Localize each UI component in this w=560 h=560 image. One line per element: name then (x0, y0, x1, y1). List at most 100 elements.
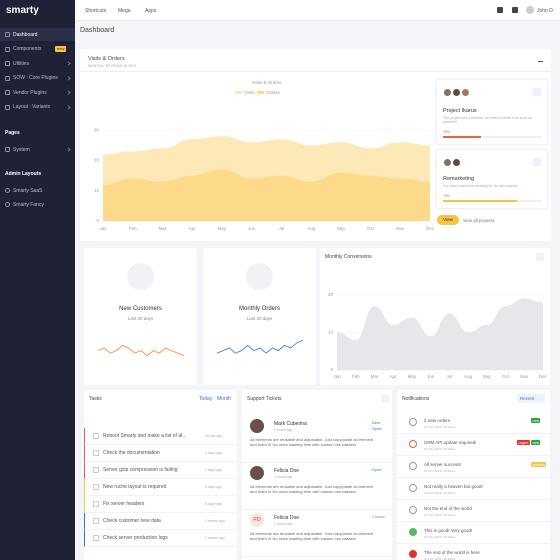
nav-item[interactable]: SOW : Core Plugins (0, 72, 75, 85)
card: Support Tickets Mark Cuberina 2 hours ago N… (242, 390, 392, 560)
card: Monthly Orders Last 30 days (203, 248, 316, 385)
sparkline (97, 344, 185, 357)
chart (97, 344, 185, 357)
notification-text: Not really a heaven but good! (424, 484, 483, 489)
notification-date: Oct 23, 2019 / 10:23am (424, 491, 456, 495)
avatar (443, 158, 452, 167)
ticket-status: Open (372, 467, 382, 472)
link[interactable]: view all projects (463, 218, 495, 223)
avatar (443, 88, 452, 97)
notification-date: Oct 23, 2019 / 10:23am (424, 425, 456, 429)
card: Tasks Today Month Reboot Smarty and make a … (84, 390, 237, 560)
legend-swatch (257, 91, 264, 94)
download-icon[interactable] (538, 57, 543, 62)
notification[interactable]: The end of the world is here Oct 23, 2019… (397, 544, 550, 560)
y-tick-label: 0 (330, 367, 333, 372)
chart (216, 339, 304, 354)
menu-button[interactable] (533, 88, 541, 96)
notification[interactable]: Not the end of the world Oct 23, 2019 / 1… (397, 500, 550, 522)
nav-icon (5, 61, 10, 66)
nav-item[interactable]: Smarty Fancy (0, 198, 75, 211)
nav-label: SOW : Core Plugins (13, 75, 58, 81)
chart: Visits & Orders Visits Orders 0 10 20 30 Jan Feb… (94, 80, 435, 231)
nav-item[interactable]: Layout : Variants (0, 101, 75, 114)
x-tick-label: Jul (446, 374, 452, 379)
badge: pending (531, 462, 547, 467)
badge: urgent (517, 440, 530, 445)
ticket-text: All elements are reusable and adjustable… (250, 437, 374, 447)
notification-icon (409, 506, 417, 514)
project-description: The project has a timeline, we need to f… (443, 116, 532, 124)
nav-item[interactable]: Vendor Plugins (0, 86, 75, 99)
x-tick-label: Oct (502, 374, 510, 379)
notification-date: Oct 23, 2019 / 10:23am (424, 557, 456, 560)
icon-button[interactable] (512, 7, 518, 13)
x-tick-label: May (218, 226, 227, 231)
notification[interactable]: CRM API update required! Oct 23, 2019 / 1… (397, 434, 550, 456)
nav-item[interactable]: System (0, 143, 75, 156)
task-row[interactable]: Fix server headers 5 days ago (84, 496, 237, 513)
notification[interactable]: All server success! Oct 23, 2019 / 10:23a… (397, 456, 550, 478)
card-subtitle: MONTHLY REVENUE IN 2019 (88, 64, 136, 68)
x-tick-label: May (408, 374, 417, 379)
tab[interactable]: Month (217, 396, 231, 402)
topbar-link[interactable]: Mega (118, 8, 131, 14)
task-time: 2 weeks ago (205, 519, 225, 523)
task-row[interactable]: New ruche layout is required 3 days ago (84, 479, 237, 496)
notification-icon (409, 550, 417, 558)
legend-swatch (235, 91, 242, 94)
progress-bar (443, 136, 482, 138)
checkbox (93, 433, 99, 439)
chevron (66, 75, 71, 81)
avatar: FD (250, 513, 264, 527)
nav-item[interactable]: Components new (0, 43, 75, 56)
notification[interactable]: Not really a heaven but good! Oct 23, 201… (397, 478, 550, 500)
checkbox (93, 450, 99, 456)
notification-date: Oct 23, 2019 / 10:23am (424, 535, 456, 539)
tab[interactable]: Today (199, 396, 213, 402)
nav-item[interactable]: Dashboard (0, 28, 75, 41)
topbar-link[interactable]: Apps (145, 8, 157, 14)
menu-button[interactable] (536, 253, 544, 261)
y-tick-label: 10 (328, 330, 334, 335)
nav-label: Layout : Variants (13, 104, 51, 110)
y-tick-label: 10 (94, 188, 100, 193)
avatar (250, 466, 264, 480)
nav-icon (5, 202, 10, 207)
task-row[interactable]: Check the documentation 2 days ago (84, 445, 237, 462)
notification[interactable]: 2 new orders Oct 23, 2019 / 10:23am new (397, 412, 550, 434)
nav-item[interactable]: Smarty SaaS (0, 184, 75, 197)
ticket-name: Felicia Doe (274, 515, 300, 521)
checkbox (93, 484, 99, 490)
ticket: Felicia Doe 2 hours ago Open All elements a… (242, 463, 392, 510)
x-tick-label: Aug (464, 374, 473, 379)
card-divider (80, 71, 551, 72)
avatar (452, 88, 461, 97)
x-tick-label: Dec (539, 374, 548, 379)
task-time: 2 days ago (205, 468, 223, 472)
dropdown[interactable]: Recent (517, 394, 545, 403)
icon-button[interactable] (497, 7, 503, 13)
task-row[interactable]: Server gzip compression is failing 2 days… (84, 462, 237, 479)
topbar-link[interactable]: Shortcuts (85, 8, 107, 14)
task-row[interactable]: Check customer new data 2 weeks ago (84, 513, 237, 530)
button[interactable]: View (437, 215, 459, 225)
project-description: Our client wants remarketing for his two… (443, 184, 518, 188)
nav-item[interactable]: Utilities (0, 57, 75, 70)
progress-label: 76% (443, 194, 451, 198)
task-row[interactable]: Check server production logs 2 weeks ago (84, 530, 237, 547)
stat-title: New Customers (119, 306, 162, 312)
ticket-name: Felicia Doe (274, 468, 300, 474)
menu-button[interactable] (533, 158, 541, 166)
card: Visits & Orders MONTHLY REVENUE IN 2019 Vi… (80, 49, 551, 241)
project-card: Project Ikarus The project has a timeline… (437, 80, 547, 144)
icon-button[interactable] (381, 395, 389, 403)
notification[interactable]: This is good! Very good! Oct 23, 2019 / 1… (397, 522, 550, 544)
progress-track (443, 136, 541, 138)
user-name[interactable]: John D. (537, 8, 555, 14)
task-row[interactable]: Reboot Smarty and make a list of al... 30… (84, 428, 237, 445)
x-tick-label: Jun (427, 374, 435, 379)
chart-title: Visits & Orders (252, 80, 283, 85)
nav-icon (5, 104, 10, 110)
